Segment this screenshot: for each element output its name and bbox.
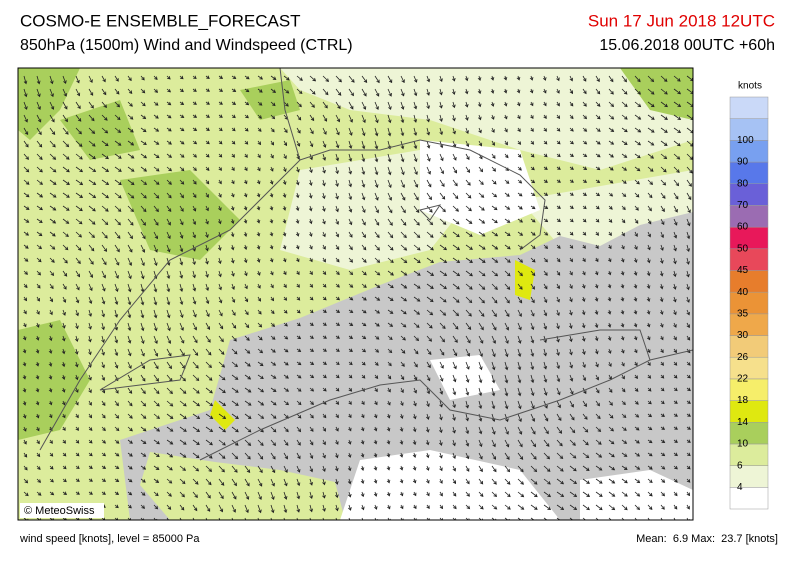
colorbar-label: 22 — [737, 374, 749, 385]
colorbar: knots 4 6 10 14 18 22 26 30 35 40 45 50 60 70 80 90 100 — [729, 81, 769, 510]
colorbar-swatch — [729, 291, 769, 315]
colorbar-label: 70 — [737, 200, 749, 211]
colorbar-label: 35 — [737, 308, 749, 319]
colorbar-label: 40 — [737, 287, 749, 298]
footer-right: Mean: 6.9 Max: 23.7 [knots] — [636, 533, 778, 545]
colorbar-label: 4 — [737, 482, 743, 493]
wind-arrows — [22, 75, 693, 520]
colorbar-swatch — [729, 313, 769, 336]
colorbar-label: 10 — [737, 439, 749, 450]
colorbar-swatch — [729, 465, 769, 488]
footer-left: wind speed [knots], level = 85000 Pa — [19, 533, 200, 545]
colorbar-swatch — [729, 96, 769, 119]
wind-arrow-field — [22, 75, 693, 520]
strong-wind-spot — [515, 260, 535, 300]
colorbar-swatch — [729, 400, 769, 423]
map: © MeteoSwiss — [17, 67, 694, 521]
colorbar-swatch — [729, 161, 769, 184]
colorbar-label: 30 — [737, 330, 749, 341]
colorbar-label: 50 — [737, 243, 749, 254]
colorbar-label: 26 — [737, 352, 749, 363]
colorbar-swatch — [729, 205, 769, 228]
colorbar-swatch — [729, 248, 769, 271]
colorbar-label: 90 — [737, 157, 749, 168]
valid-time: Sun 17 Jun 2018 12UTC — [588, 11, 775, 30]
colorbar-label: 80 — [737, 178, 749, 189]
colorbar-title: knots — [738, 81, 762, 92]
title: COSMO-E ENSEMBLE_FORECAST — [20, 11, 301, 30]
strong-wind-spot — [210, 400, 235, 430]
colorbar-swatch — [729, 378, 769, 401]
colorbar-label: 6 — [737, 460, 743, 471]
colorbar-swatch — [729, 356, 769, 380]
colorbar-label: 100 — [737, 135, 754, 146]
colorbar-label: 18 — [737, 395, 749, 406]
borders — [39, 68, 693, 461]
calm-areas — [340, 140, 693, 520]
subtitle: 850hPa (1500m) Wind and Windspeed (CTRL) — [20, 37, 353, 54]
colorbar-label: 45 — [737, 265, 749, 276]
map-frame — [17, 67, 694, 521]
colorbar-swatch — [729, 443, 769, 466]
colorbar-swatch — [729, 183, 769, 206]
terrain-mask — [120, 212, 693, 520]
copyright-box — [20, 503, 104, 518]
copyright: © MeteoSwiss — [24, 505, 95, 517]
colorbar-label: 60 — [737, 222, 749, 233]
colorbar-swatch — [729, 335, 769, 358]
colorbar-swatch — [729, 270, 769, 293]
colorbar-swatch — [729, 422, 769, 445]
colorbar-label: 14 — [737, 417, 749, 428]
colorbar-swatch — [729, 487, 769, 510]
colorbar-swatch — [729, 226, 769, 250]
run-time: 15.06.2018 00UTC +60h — [599, 37, 775, 54]
